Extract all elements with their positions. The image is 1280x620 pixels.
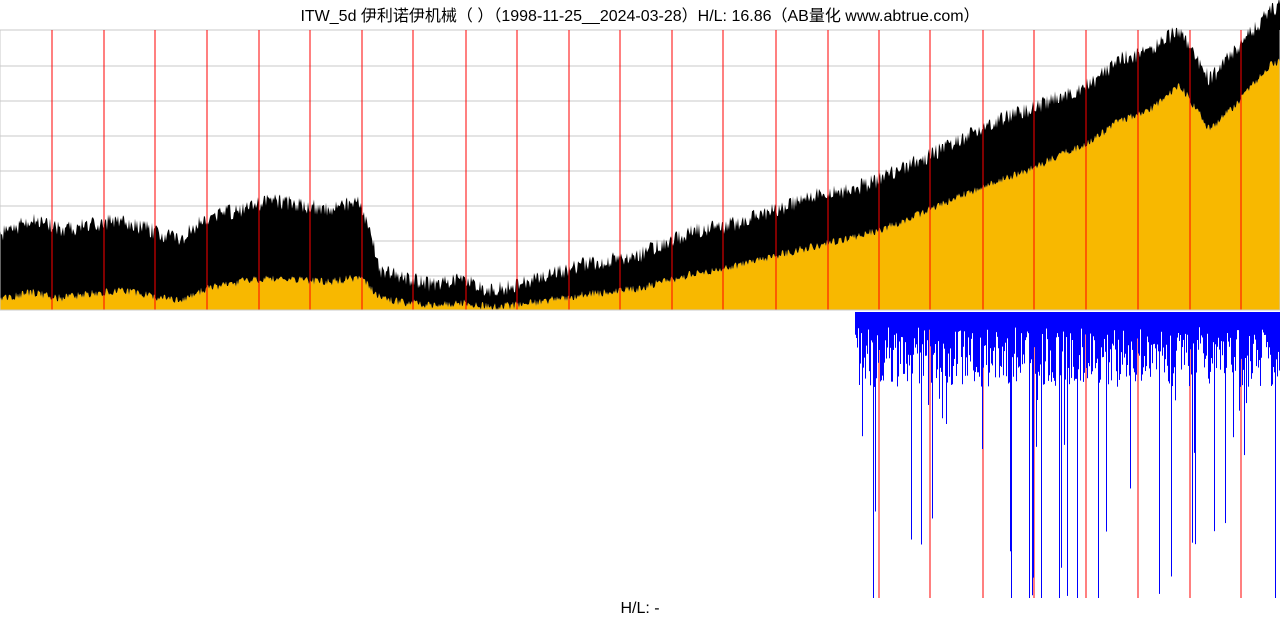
chart-footer: H/L: -	[0, 600, 1280, 618]
chart-title: ITW_5d 伊利诺伊机械（ ）（1998-11-25__2024-03-28）…	[0, 2, 1280, 26]
chart-svg	[0, 0, 1280, 620]
chart-stage	[0, 0, 1280, 620]
